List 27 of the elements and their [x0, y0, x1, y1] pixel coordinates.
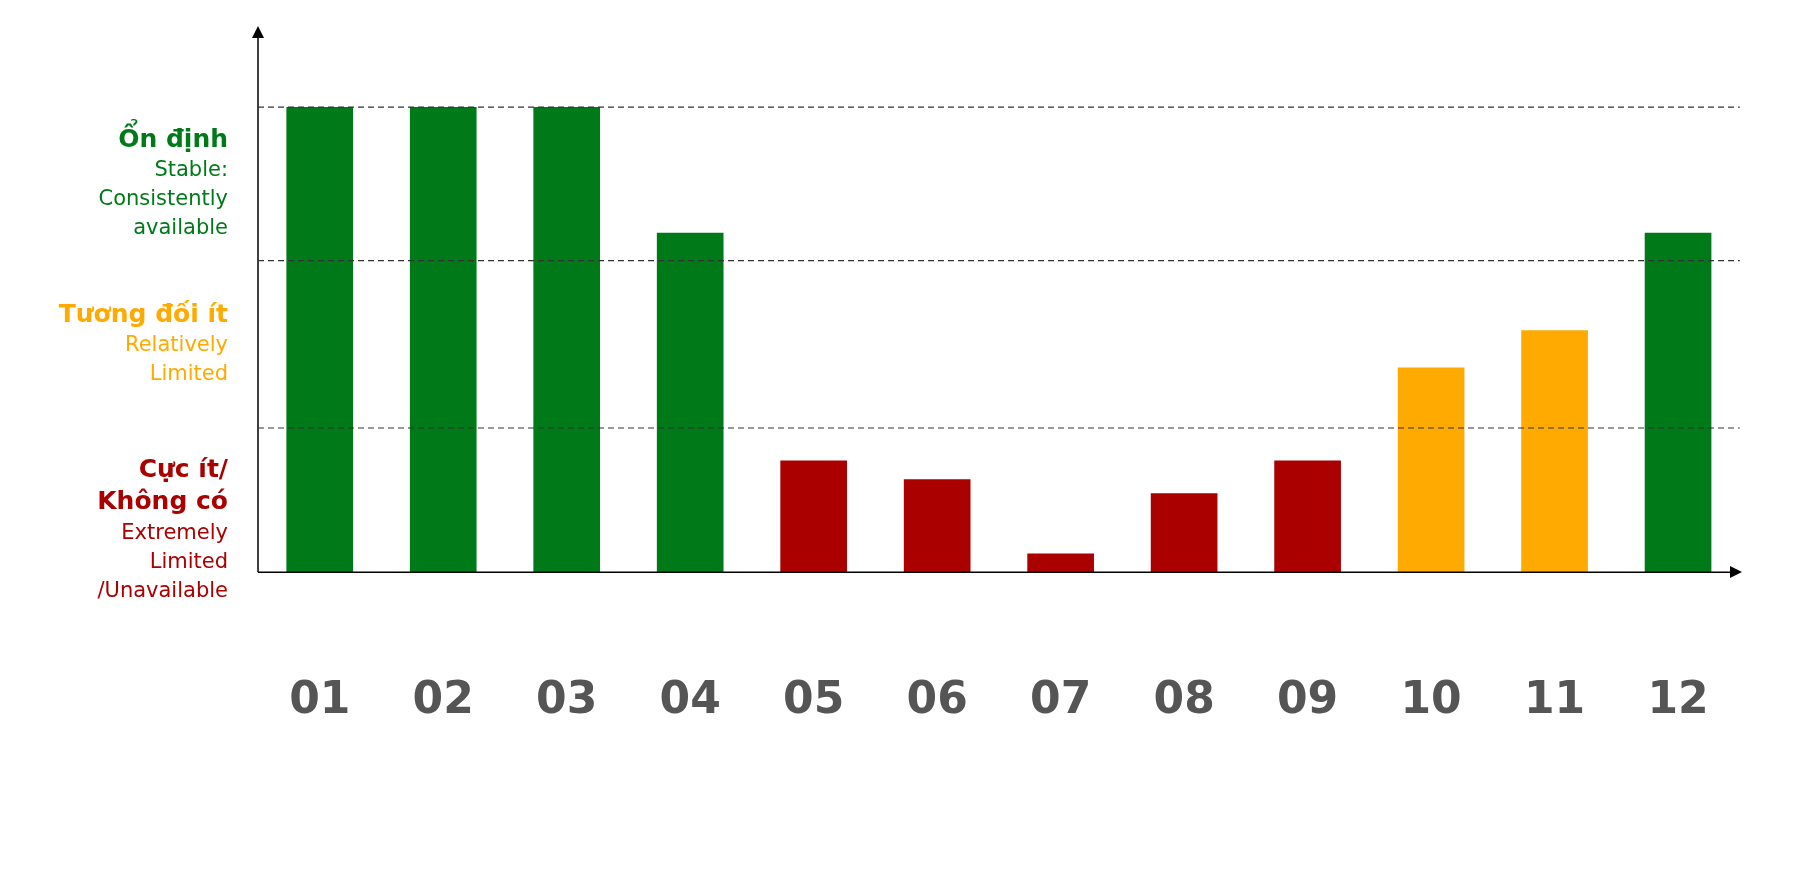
x-tick-label: 02	[412, 672, 474, 724]
text: Tương đối ít Relatively Limited	[58, 298, 229, 386]
bar	[1027, 553, 1094, 573]
bar	[1397, 367, 1465, 573]
bar	[1521, 330, 1588, 573]
text: Cực ít/ Không có Extremely Limited /Unavailable	[97, 454, 229, 602]
x-tick-label: 06	[906, 672, 968, 724]
x-tick-label: 12	[1647, 672, 1709, 724]
bar	[1150, 493, 1218, 573]
bar	[409, 107, 477, 573]
text: Ổn định Stable: Consistently available	[98, 117, 228, 240]
x-tick-label: 05	[783, 672, 845, 724]
bar	[533, 107, 601, 573]
x-tick-label: 01	[289, 672, 351, 724]
x-tick-label: 10	[1400, 672, 1462, 724]
x-tick-label: 07	[1030, 672, 1092, 724]
bar	[286, 107, 354, 573]
bar	[903, 479, 971, 573]
x-tick-label: 09	[1276, 672, 1339, 724]
bar	[780, 460, 848, 573]
bar	[1274, 460, 1341, 573]
x-tick-label: 11	[1523, 672, 1586, 724]
x-tick-label: 04	[659, 672, 721, 724]
x-tick-label: 08	[1153, 672, 1215, 724]
bar	[1644, 232, 1712, 573]
bar	[656, 232, 724, 573]
x-tick-label: 03	[536, 672, 598, 724]
